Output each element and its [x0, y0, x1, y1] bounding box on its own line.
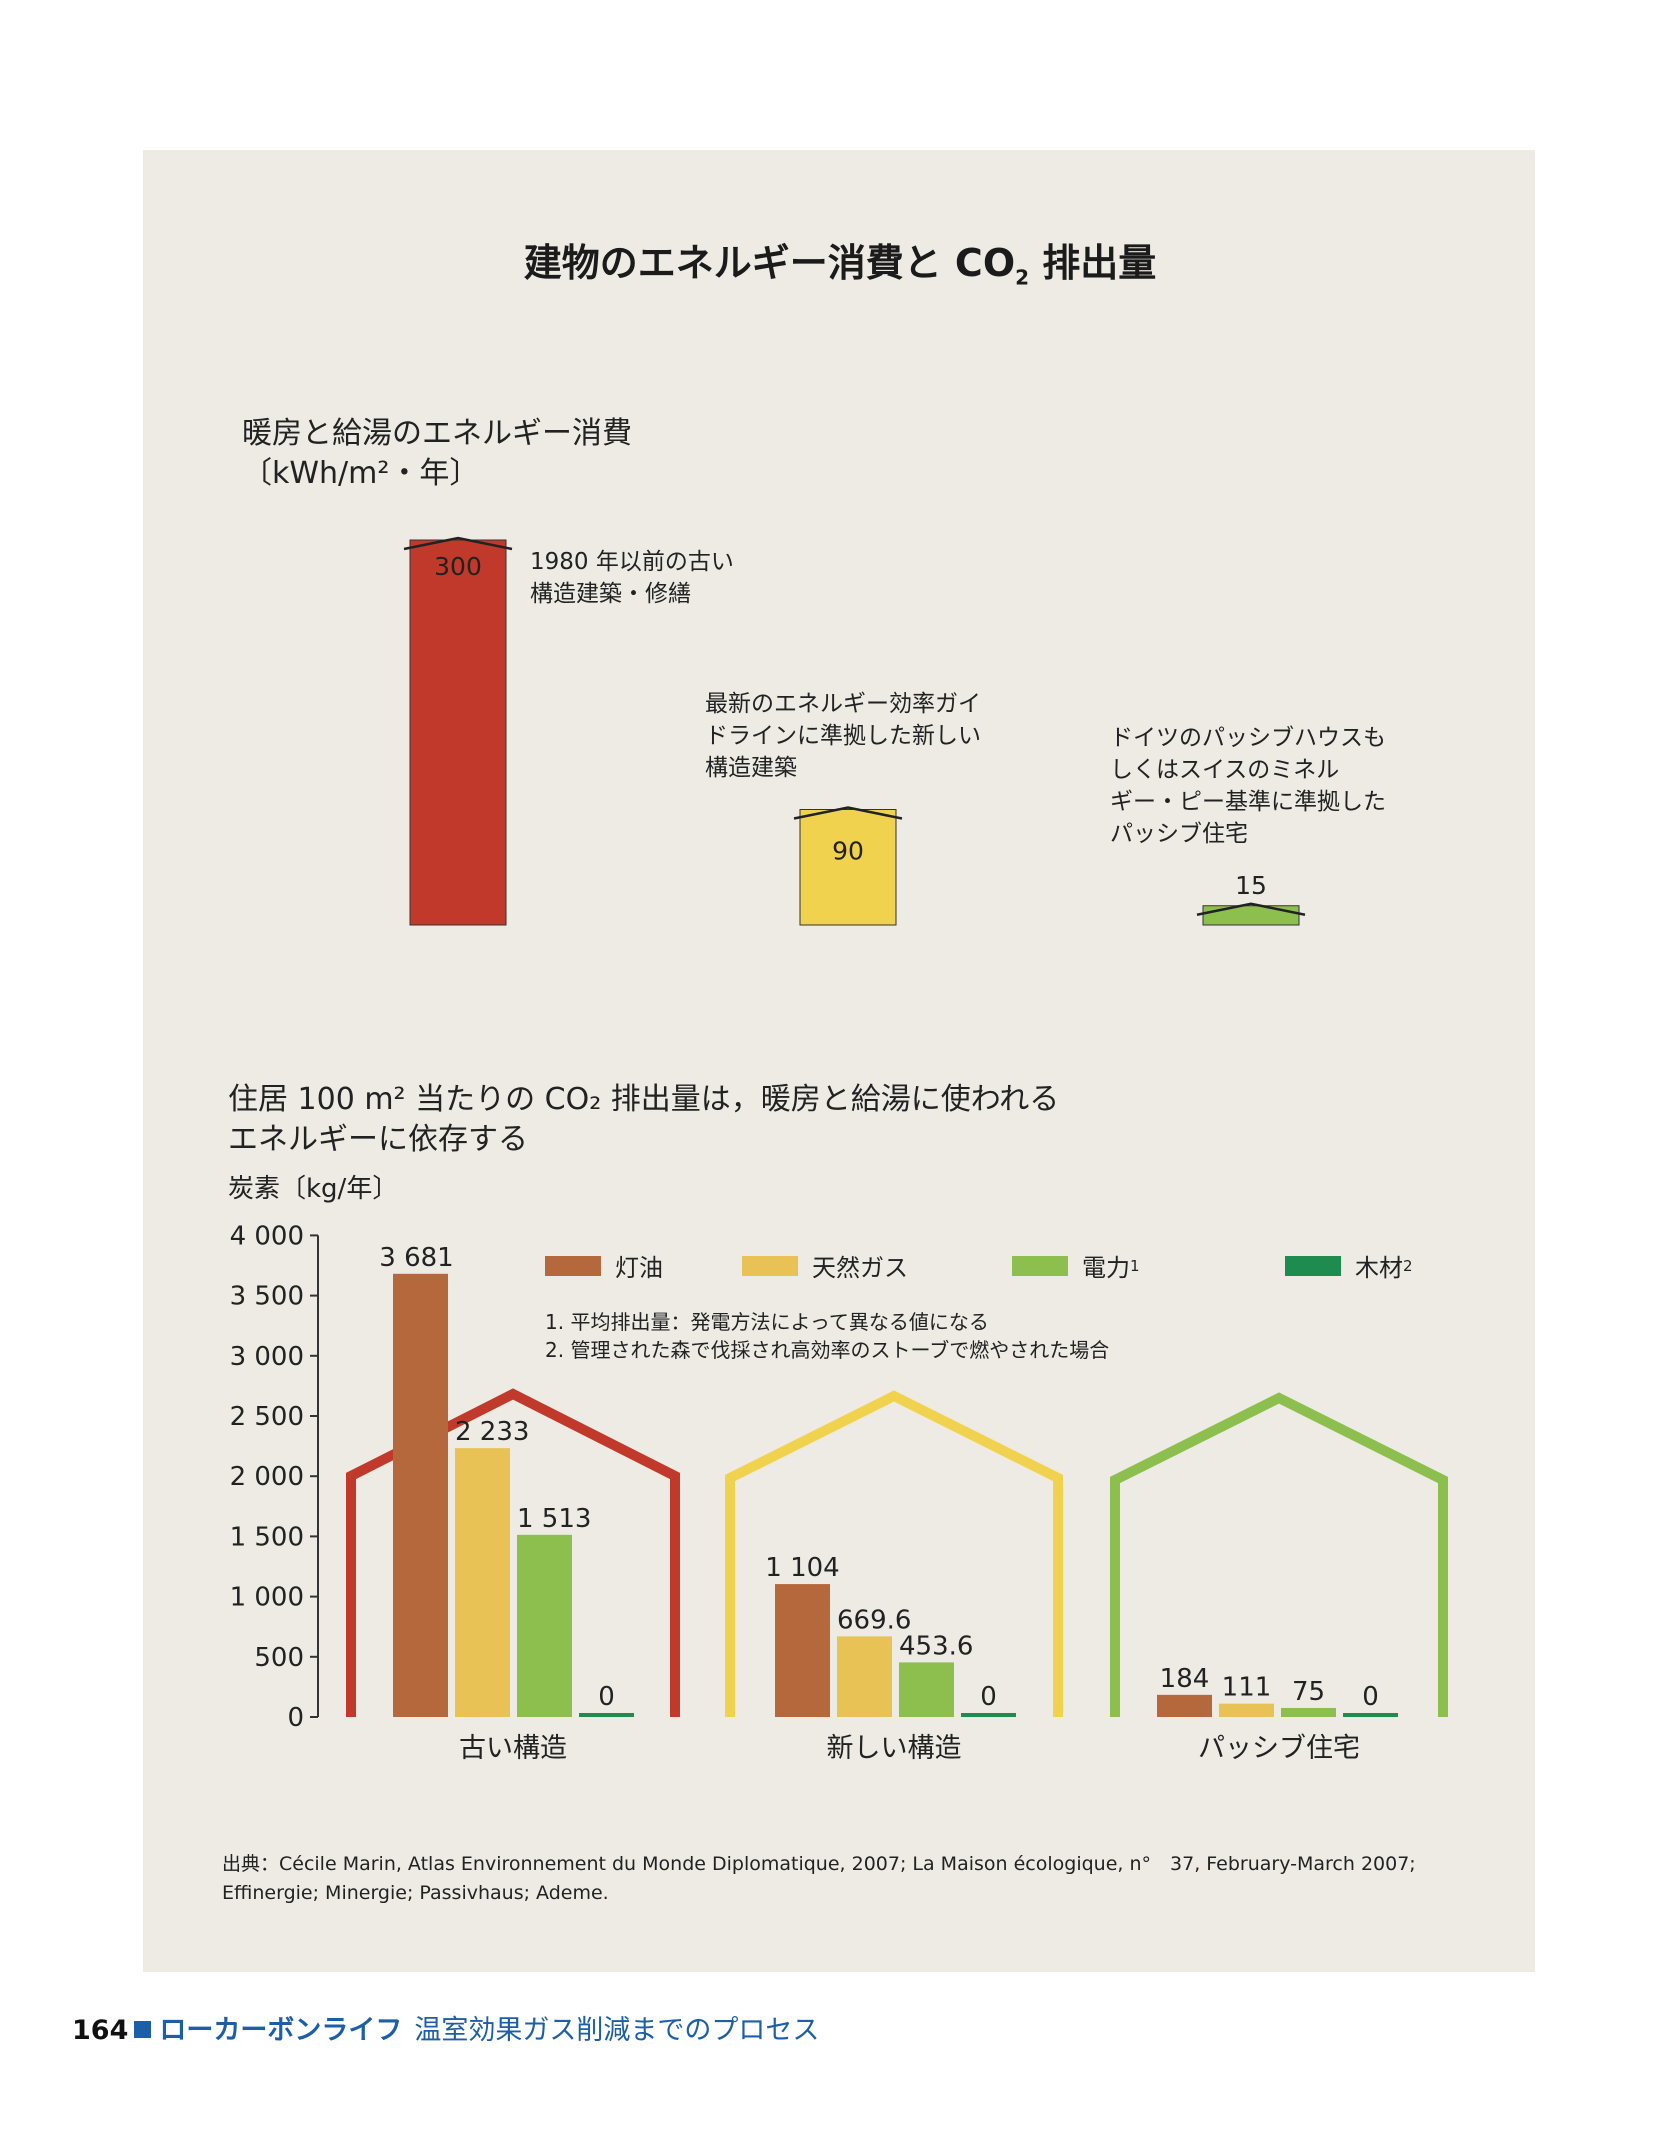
chart1-note-old: 1980 年以前の古い 構造建築・修繕 [530, 549, 734, 607]
energy-value-label: 90 [832, 837, 864, 866]
roof-mark [793, 806, 903, 820]
emission-bar [393, 1273, 448, 1717]
emission-bar [961, 1713, 1016, 1717]
emission-value-label: 0 [980, 1682, 997, 1712]
y-tick-label: 1 500 [230, 1522, 304, 1552]
roof-mark [1196, 902, 1306, 916]
emission-value-label: 669.6 [837, 1605, 911, 1635]
emission-bar [1157, 1694, 1212, 1717]
chart1-note-passive: ドイツのパッシブハウスも しくはスイスのミネル ギー・ピー基準に準拠した パッシブ住宅 [1110, 725, 1386, 847]
source-note: 出典：Cécile Marin, Atlas Environnement du … [222, 1853, 1416, 1904]
emission-value-label: 184 [1160, 1664, 1210, 1694]
page-footer: 164 ローカーボンライフ 温室効果ガス削減までのプロセス [72, 2008, 819, 2047]
chart2-title: 住居 100 m² 当たりの CO₂ 排出量は，暖房と給湯に使われる エネルギー… [228, 1082, 1060, 1157]
y-tick-label: 3 500 [230, 1282, 304, 1312]
legend-swatch [742, 1255, 798, 1276]
category-label: 新しい構造 [827, 1733, 962, 1764]
page-number: 164 [72, 2015, 129, 2046]
chart1-note-new: 最新のエネルギー効率ガイ ドラインに準拠した新しい 構造建築 [705, 691, 981, 781]
legend-swatch [545, 1255, 601, 1276]
y-tick-label: 2 500 [230, 1402, 304, 1432]
emission-bar [579, 1713, 634, 1717]
y-tick-label: 500 [254, 1643, 304, 1673]
house-outline [1110, 1392, 1448, 1717]
chart1-unit: 〔kWh/m²・年〕 [242, 456, 480, 491]
y-tick-label: 1 000 [230, 1583, 304, 1613]
emission-value-label: 75 [1292, 1677, 1325, 1707]
emission-value-label: 2 233 [455, 1417, 529, 1447]
emission-value-label: 111 [1222, 1673, 1272, 1703]
emission-value-label: 1 104 [765, 1553, 839, 1583]
emission-bar [899, 1662, 954, 1717]
emission-bar [775, 1584, 830, 1717]
energy-bar [1202, 905, 1300, 926]
legend-electricity: 電力 1 [1012, 1248, 1140, 1283]
emission-bar [1219, 1703, 1274, 1717]
y-tick-label: 4 000 [230, 1221, 304, 1251]
house-outline [346, 1388, 680, 1717]
chart2-footnotes: 1. 平均排出量：発電方法によって異なる値になる 2. 管理された森で伐採され高… [545, 1310, 1110, 1362]
legend-natural-gas: 天然ガス [742, 1248, 908, 1283]
category-label: パッシブ住宅 [1198, 1733, 1360, 1764]
house-outline [725, 1390, 1063, 1717]
chapter-title: 温室効果ガス削減までのプロセス [414, 2015, 820, 2046]
legend-wood: 木材 2 [1285, 1248, 1413, 1283]
legend-swatch [1285, 1255, 1341, 1276]
page-title: 建物のエネルギー消費と CO2 排出量 [523, 241, 1157, 290]
category-label: 古い構造 [459, 1733, 567, 1764]
emission-bar [1281, 1707, 1336, 1717]
roof-mark [403, 536, 513, 551]
chart2-ylabel: 炭素〔kg/年〕 [228, 1174, 399, 1204]
energy-bar [409, 539, 507, 926]
emission-value-label: 1 513 [517, 1504, 591, 1534]
emission-bar [455, 1448, 510, 1717]
energy-consumption-chart: 300 90 15 [403, 536, 1306, 926]
book-title: ローカーボンライフ [159, 2015, 403, 2046]
emission-bar [1343, 1713, 1398, 1717]
energy-value-label: 15 [1235, 871, 1267, 900]
co2-emissions-chart: 0 500 1 000 1 500 2 000 2 500 3 000 3 500 4 000 古… [230, 1221, 1448, 1764]
emission-bar [837, 1636, 892, 1717]
emission-value-label: 3 681 [379, 1243, 453, 1273]
y-tick-label: 2 000 [230, 1462, 304, 1492]
legend-kerosene: 灯油 [545, 1248, 663, 1283]
emission-value-label: 0 [598, 1682, 615, 1712]
emission-value-label: 453.6 [899, 1631, 973, 1661]
legend-swatch [1012, 1255, 1068, 1276]
emission-value-label: 0 [1362, 1682, 1379, 1712]
y-tick-label: 3 000 [230, 1342, 304, 1372]
footer-square-icon [134, 2021, 152, 2038]
y-tick-label: 0 [287, 1703, 304, 1733]
energy-bar [799, 809, 897, 926]
emission-bar [517, 1534, 572, 1717]
energy-value-label: 300 [434, 552, 482, 581]
chart1-title: 暖房と給湯のエネルギー消費 〔kWh/m²・年〕 [242, 414, 632, 494]
